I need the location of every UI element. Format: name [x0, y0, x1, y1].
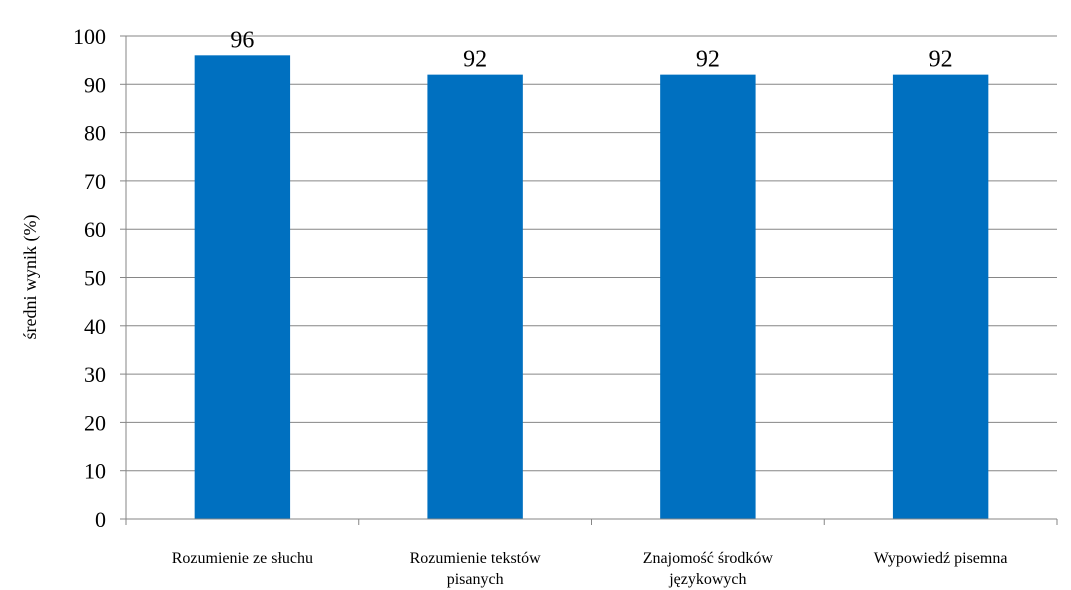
x-category-label-line: Rozumienie tekstów [410, 550, 542, 567]
x-category-label-line: językowych [668, 571, 746, 588]
bar [194, 55, 291, 519]
y-tick-label: 10 [84, 459, 106, 484]
y-tick-label: 50 [84, 266, 106, 291]
bar [892, 74, 989, 519]
y-tick-label: 70 [84, 169, 106, 194]
y-tick-label: 60 [84, 217, 106, 242]
x-category-label-line: pisanych [447, 571, 504, 588]
y-tick-label: 0 [95, 507, 106, 532]
axes [120, 35, 1058, 525]
x-category-label-line: Znajomość środków [643, 550, 774, 567]
data-label: 92 [929, 47, 953, 73]
y-tick-label: 20 [84, 410, 106, 435]
y-tick-label: 30 [84, 362, 106, 387]
x-category-label: Rozumienie ze słuchu [172, 550, 313, 567]
data-label: 92 [696, 47, 720, 73]
x-category-label: Znajomość środków językowych [643, 550, 774, 588]
bar [660, 74, 756, 519]
x-category-label: Wypowiedź pisemna [874, 550, 1008, 567]
data-label: 92 [463, 47, 487, 73]
labels: 0 10 20 30 40 50 60 70 80 90 100 96 Rozumienie ze sł… [73, 24, 1007, 588]
y-axis-title: średni wynik (%) [20, 215, 41, 340]
data-label: 96 [230, 27, 254, 53]
bar [427, 74, 523, 519]
bars [194, 55, 989, 519]
y-tick-label: 90 [84, 72, 106, 97]
x-category-label-line: Rozumienie ze słuchu [172, 550, 313, 567]
x-category-label-line: Wypowiedź pisemna [874, 550, 1008, 567]
y-tick-label: 40 [84, 314, 106, 339]
y-tick-label: 100 [73, 24, 106, 49]
y-tick-label: 80 [84, 121, 106, 146]
x-category-label: Rozumienie tekstów pisanych [410, 550, 542, 588]
